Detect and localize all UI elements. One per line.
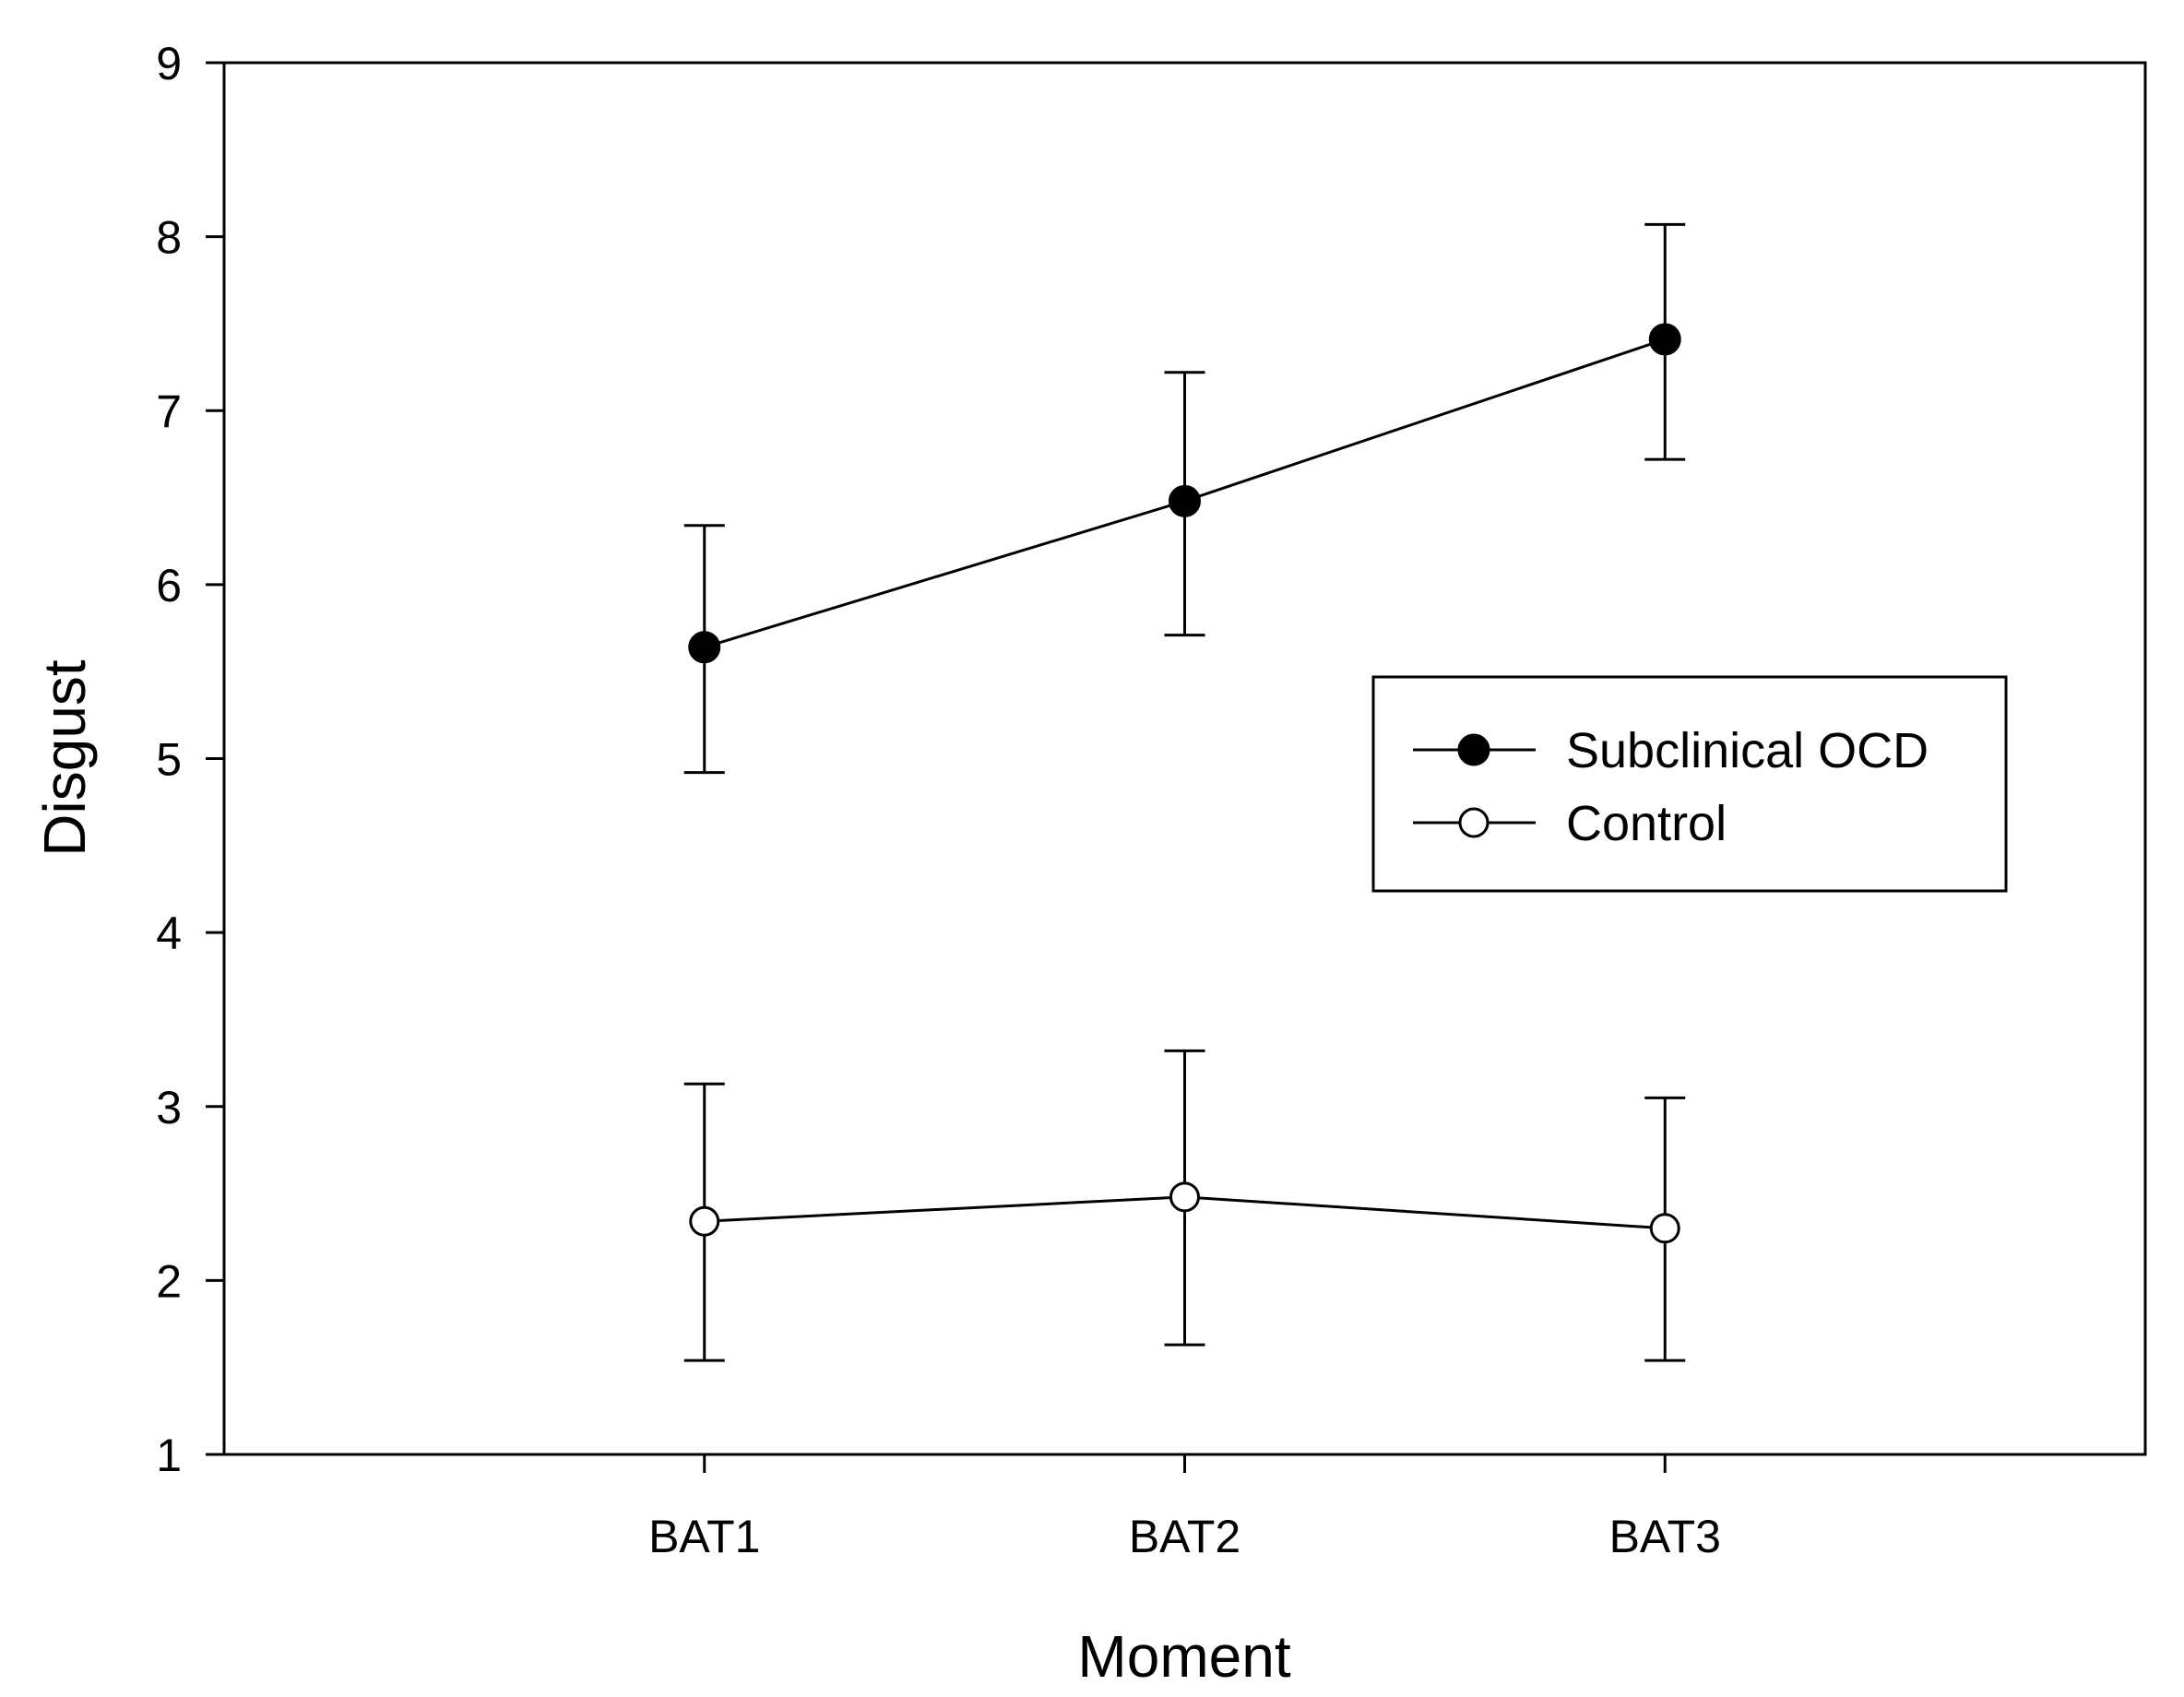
y-tick-label-4: 4 [156, 908, 182, 959]
x-axis-title: Moment [1077, 1623, 1290, 1690]
x-tick-label-BAT1: BAT1 [648, 1511, 760, 1562]
y-tick-label-2: 2 [156, 1255, 182, 1307]
legend-marker-subclinical [1457, 733, 1490, 766]
series-layer [683, 222, 1686, 1362]
y-axis: 1 2 3 4 5 6 7 8 9 [156, 38, 224, 1481]
data-point-subclinical-ocd-BAT1 [688, 631, 721, 664]
legend: Subclinical OCD Control [1371, 675, 2008, 893]
y-axis-title: Disgust [31, 659, 98, 857]
legend-marker-control [1458, 807, 1490, 838]
legend-box [1371, 675, 2008, 893]
x-axis: BAT1 BAT2 BAT3 [648, 1454, 1721, 1562]
y-tick-label-7: 7 [156, 386, 182, 437]
x-tick-label-BAT2: BAT2 [1129, 1511, 1240, 1562]
data-point-subclinical-ocd-BAT2 [1169, 484, 1201, 517]
y-tick-label-5: 5 [156, 734, 182, 786]
x-tick-label-BAT3: BAT3 [1609, 1511, 1721, 1562]
y-tick-label-8: 8 [156, 212, 182, 264]
data-point-control-BAT3 [1649, 1213, 1680, 1244]
data-point-control-BAT1 [689, 1205, 720, 1237]
y-tick-label-3: 3 [156, 1082, 182, 1133]
y-tick-label-9: 9 [156, 38, 182, 89]
y-tick-label-6: 6 [156, 560, 182, 611]
legend-label-control: Control [1566, 796, 1727, 851]
legend-label-subclinical: Subclinical OCD [1566, 723, 1929, 778]
data-point-subclinical-ocd-BAT3 [1648, 323, 1681, 356]
y-tick-label-1: 1 [156, 1430, 182, 1481]
data-point-control-BAT2 [1169, 1181, 1200, 1213]
